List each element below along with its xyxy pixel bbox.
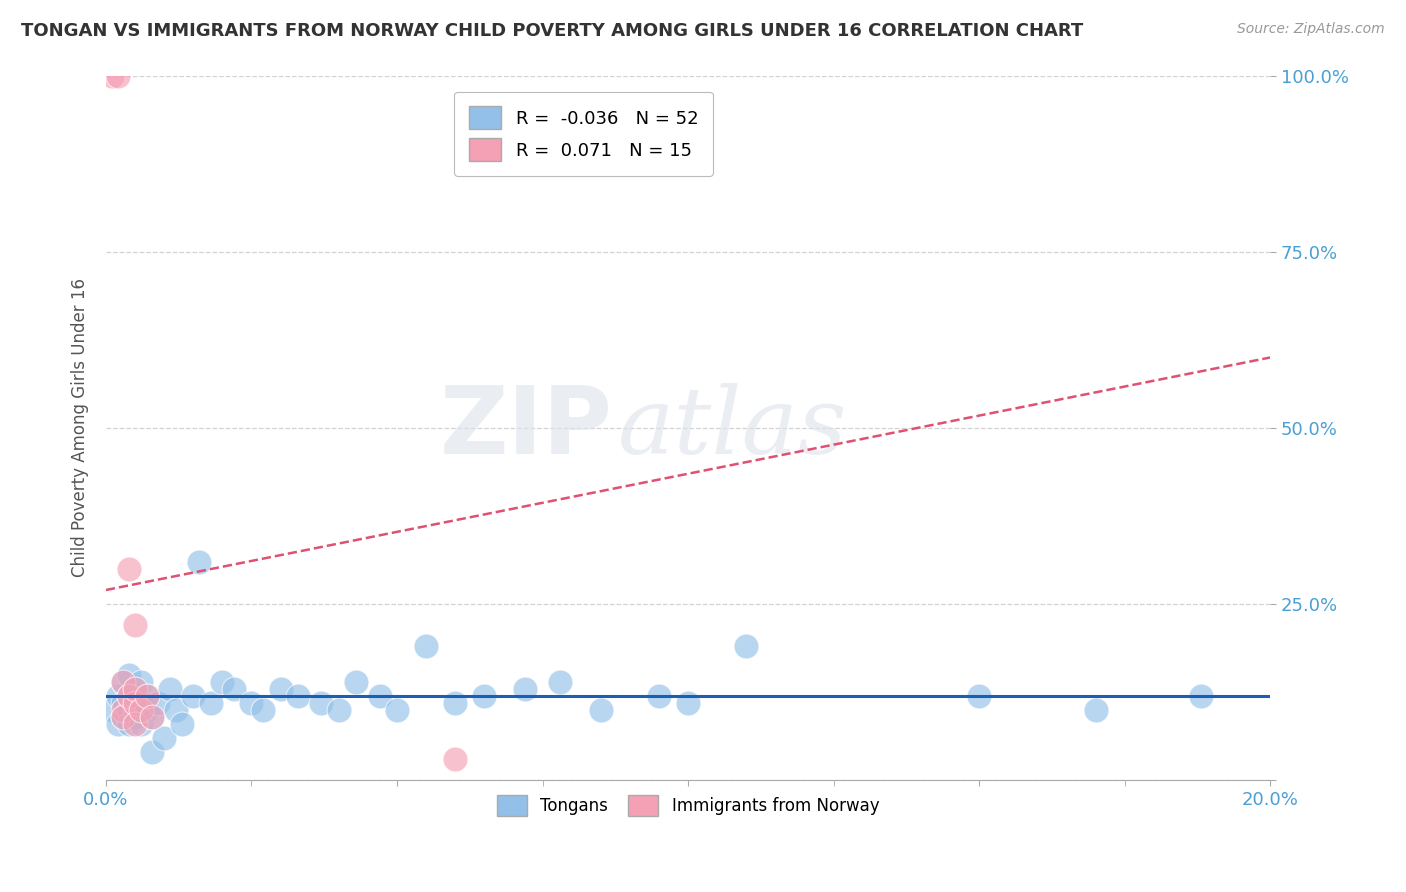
Point bbox=[107, 717, 129, 731]
Legend: Tongans, Immigrants from Norway: Tongans, Immigrants from Norway bbox=[489, 787, 887, 825]
Point bbox=[135, 689, 157, 703]
Text: Source: ZipAtlas.com: Source: ZipAtlas.com bbox=[1237, 22, 1385, 37]
Point bbox=[129, 674, 152, 689]
Point bbox=[124, 696, 146, 710]
Point bbox=[328, 703, 350, 717]
Point bbox=[124, 689, 146, 703]
Point bbox=[124, 681, 146, 696]
Point bbox=[118, 667, 141, 681]
Point bbox=[270, 681, 292, 696]
Point bbox=[112, 710, 135, 724]
Point bbox=[112, 696, 135, 710]
Text: ZIP: ZIP bbox=[440, 382, 613, 474]
Point bbox=[107, 689, 129, 703]
Point bbox=[124, 618, 146, 632]
Point bbox=[107, 69, 129, 83]
Point bbox=[118, 689, 141, 703]
Point bbox=[165, 703, 187, 717]
Point bbox=[240, 696, 263, 710]
Point bbox=[385, 703, 408, 717]
Point bbox=[153, 731, 176, 745]
Point bbox=[100, 69, 122, 83]
Point bbox=[444, 752, 467, 766]
Point bbox=[135, 703, 157, 717]
Point bbox=[112, 703, 135, 717]
Point bbox=[415, 640, 437, 654]
Point bbox=[129, 696, 152, 710]
Point bbox=[129, 703, 152, 717]
Point bbox=[548, 674, 571, 689]
Point bbox=[112, 710, 135, 724]
Point bbox=[118, 689, 141, 703]
Point bbox=[170, 717, 193, 731]
Point bbox=[141, 710, 163, 724]
Point bbox=[135, 689, 157, 703]
Point bbox=[444, 696, 467, 710]
Point bbox=[969, 689, 991, 703]
Point bbox=[211, 674, 233, 689]
Point bbox=[181, 689, 204, 703]
Point bbox=[735, 640, 758, 654]
Point bbox=[118, 562, 141, 576]
Point bbox=[129, 717, 152, 731]
Point bbox=[124, 710, 146, 724]
Point bbox=[648, 689, 671, 703]
Point bbox=[124, 703, 146, 717]
Point bbox=[118, 717, 141, 731]
Point bbox=[141, 710, 163, 724]
Text: TONGAN VS IMMIGRANTS FROM NORWAY CHILD POVERTY AMONG GIRLS UNDER 16 CORRELATION : TONGAN VS IMMIGRANTS FROM NORWAY CHILD P… bbox=[21, 22, 1084, 40]
Point bbox=[112, 674, 135, 689]
Point bbox=[124, 717, 146, 731]
Point bbox=[513, 681, 536, 696]
Y-axis label: Child Poverty Among Girls Under 16: Child Poverty Among Girls Under 16 bbox=[72, 278, 89, 577]
Point bbox=[368, 689, 391, 703]
Point bbox=[118, 703, 141, 717]
Point bbox=[1084, 703, 1107, 717]
Point bbox=[200, 696, 222, 710]
Point bbox=[344, 674, 367, 689]
Point bbox=[589, 703, 612, 717]
Point bbox=[188, 555, 211, 569]
Point bbox=[287, 689, 309, 703]
Point bbox=[252, 703, 274, 717]
Text: atlas: atlas bbox=[619, 383, 848, 473]
Point bbox=[124, 681, 146, 696]
Point bbox=[222, 681, 245, 696]
Point bbox=[100, 703, 122, 717]
Point bbox=[1189, 689, 1212, 703]
Point bbox=[311, 696, 333, 710]
Point bbox=[159, 681, 181, 696]
Point bbox=[148, 696, 170, 710]
Point bbox=[141, 745, 163, 759]
Point bbox=[112, 674, 135, 689]
Point bbox=[474, 689, 496, 703]
Point bbox=[676, 696, 699, 710]
